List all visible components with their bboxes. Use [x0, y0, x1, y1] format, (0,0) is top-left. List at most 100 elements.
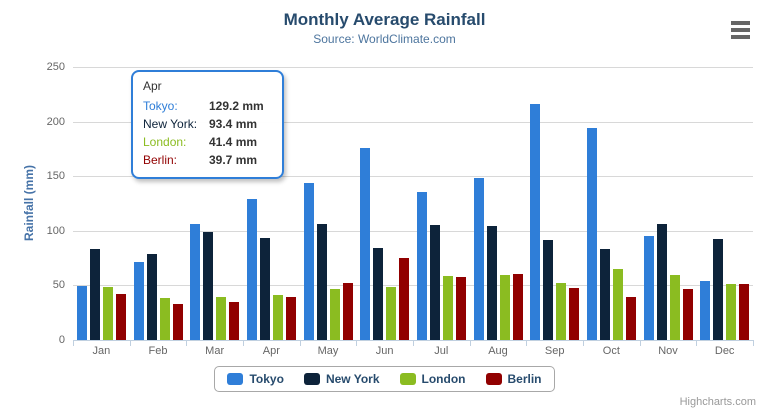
- bar-london-sep[interactable]: [556, 282, 567, 340]
- bar-tokyo-jan[interactable]: [76, 285, 87, 340]
- bar-berlin-jul[interactable]: [455, 277, 466, 340]
- bar-berlin-apr[interactable]: [285, 296, 296, 340]
- tooltip-row: London: 41.4 mm: [143, 133, 272, 151]
- bar-new-york-may[interactable]: [316, 224, 327, 340]
- x-axis-tick: [356, 340, 358, 346]
- bar-new-york-oct[interactable]: [599, 248, 610, 340]
- y-gridline: [73, 285, 753, 287]
- chart-subtitle: Source: WorldClimate.com: [313, 32, 456, 46]
- bar-tokyo-sep[interactable]: [530, 103, 541, 340]
- x-axis-tick: [526, 340, 528, 346]
- bar-berlin-jan[interactable]: [115, 293, 126, 340]
- legend-item-london[interactable]: London: [399, 372, 466, 386]
- tooltip-series-name: Tokyo:: [143, 99, 178, 113]
- x-axis-category-label: Mar: [205, 345, 225, 357]
- hamburger-icon: [731, 21, 750, 25]
- x-axis-tick: [129, 340, 131, 346]
- bar-berlin-feb[interactable]: [172, 303, 183, 340]
- bar-tokyo-jun[interactable]: [360, 147, 371, 340]
- bar-new-york-nov[interactable]: [656, 223, 667, 340]
- bar-new-york-mar[interactable]: [203, 232, 214, 340]
- tooltip-rows: Tokyo: 129.2 mm New York: 93.4 mm London: 41.…: [143, 97, 272, 169]
- bar-london-jun[interactable]: [386, 287, 397, 340]
- bar-tokyo-may[interactable]: [303, 182, 314, 340]
- bar-tokyo-dec[interactable]: [700, 280, 711, 340]
- bar-new-york-aug[interactable]: [486, 226, 497, 340]
- tooltip-row: New York: 93.4 mm: [143, 115, 272, 133]
- x-axis-tick: [186, 340, 188, 346]
- legend-item-new-york[interactable]: New York: [303, 372, 380, 386]
- tooltip-row: Tokyo: 129.2 mm: [143, 97, 272, 115]
- bar-tokyo-feb[interactable]: [133, 261, 144, 340]
- tooltip-series-value: 93.4 mm: [209, 117, 258, 131]
- x-axis-tick: [696, 340, 698, 346]
- bar-tokyo-jul[interactable]: [416, 191, 427, 340]
- tooltip-header: Apr: [143, 79, 162, 93]
- bar-new-york-jun[interactable]: [373, 247, 384, 340]
- bar-london-aug[interactable]: [499, 274, 510, 340]
- bar-london-feb[interactable]: [159, 297, 170, 340]
- tooltip-row: Berlin: 39.7 mm: [143, 151, 272, 169]
- hamburger-icon: [731, 28, 750, 32]
- bar-tokyo-oct[interactable]: [586, 128, 597, 340]
- legend-box: Tokyo New York London Berlin: [214, 366, 555, 392]
- bar-london-jan[interactable]: [102, 286, 113, 340]
- y-axis-tick-label: 200: [46, 115, 65, 128]
- tooltip-series-value: 41.4 mm: [209, 135, 258, 149]
- x-axis-tick: [299, 340, 301, 346]
- bar-new-york-jan[interactable]: [89, 248, 100, 340]
- x-axis-tick: [753, 340, 754, 346]
- bar-berlin-jun[interactable]: [399, 257, 410, 340]
- bar-tokyo-aug[interactable]: [473, 177, 484, 340]
- y-gridline: [73, 176, 753, 178]
- tooltip-series-value: 129.2 mm: [209, 99, 264, 113]
- bar-tokyo-apr[interactable]: [246, 198, 257, 340]
- bar-new-york-apr[interactable]: [259, 238, 270, 340]
- bar-berlin-mar[interactable]: [229, 302, 240, 340]
- x-axis-category-label: Aug: [488, 345, 508, 357]
- x-axis-tick: [413, 340, 414, 346]
- bar-berlin-nov[interactable]: [682, 288, 693, 340]
- y-axis-tick-label: 150: [46, 170, 65, 183]
- bar-berlin-sep[interactable]: [569, 288, 580, 340]
- bar-tokyo-mar[interactable]: [190, 223, 201, 340]
- bar-london-apr[interactable]: [272, 294, 283, 340]
- bar-berlin-may[interactable]: [342, 282, 353, 340]
- y-axis-tick-label: 0: [58, 334, 65, 346]
- bar-new-york-jul[interactable]: [429, 225, 440, 340]
- y-axis-tick-label: 50: [52, 279, 65, 292]
- x-axis-category-label: Jun: [375, 345, 394, 357]
- bar-berlin-aug[interactable]: [512, 274, 523, 340]
- bar-berlin-oct[interactable]: [625, 297, 636, 340]
- bar-new-york-sep[interactable]: [543, 240, 554, 340]
- legend-swatch-icon: [227, 373, 244, 385]
- legend-item-tokyo[interactable]: Tokyo: [227, 372, 284, 386]
- bar-berlin-dec[interactable]: [739, 284, 750, 340]
- tooltip-series-value: 39.7 mm: [209, 153, 258, 167]
- x-axis-tick: [73, 340, 74, 346]
- credits-link[interactable]: Highcharts.com: [679, 396, 756, 408]
- bar-london-mar[interactable]: [216, 297, 227, 340]
- legend-label: Berlin: [507, 372, 542, 386]
- x-axis-category-label: Nov: [658, 345, 678, 357]
- x-axis-category-label: Sep: [544, 345, 565, 357]
- legend: Tokyo New York London Berlin: [0, 366, 769, 392]
- export-menu-button[interactable]: [729, 19, 753, 41]
- bar-tokyo-nov[interactable]: [643, 235, 654, 340]
- bar-london-jul[interactable]: [442, 275, 453, 340]
- x-axis-category-label: Dec: [714, 345, 735, 357]
- hamburger-icon: [731, 35, 750, 39]
- bar-new-york-dec[interactable]: [713, 239, 724, 340]
- x-axis-category-label: May: [317, 345, 339, 357]
- y-gridline: [73, 67, 753, 68]
- legend-item-berlin[interactable]: Berlin: [485, 372, 542, 386]
- bar-london-nov[interactable]: [669, 275, 680, 340]
- bar-london-may[interactable]: [329, 288, 340, 340]
- y-gridline: [73, 121, 753, 123]
- bar-london-dec[interactable]: [726, 284, 737, 340]
- bar-new-york-feb[interactable]: [146, 253, 157, 340]
- tooltip: Apr Tokyo: 129.2 mm New York: 93.4 mm London…: [131, 70, 284, 179]
- bar-london-oct[interactable]: [612, 268, 623, 340]
- legend-label: New York: [325, 372, 380, 386]
